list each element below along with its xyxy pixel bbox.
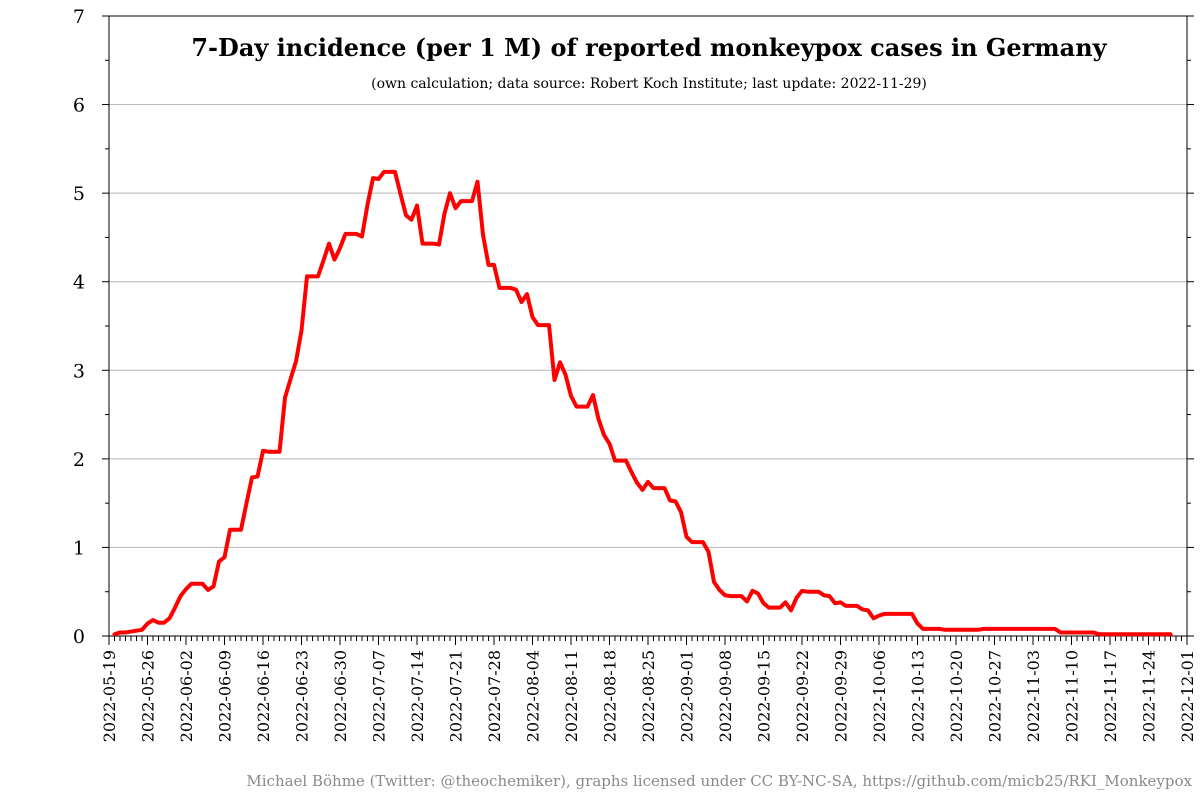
gridlines [109, 104, 1187, 548]
x-tick-label: 2022-09-01 [678, 650, 697, 742]
x-tick-label: 2022-08-11 [562, 650, 581, 742]
y-tick-label: 7 [73, 6, 85, 28]
y-tick-label: 1 [73, 537, 85, 559]
x-tick-label: 2022-08-04 [524, 650, 543, 742]
x-tick-label: 2022-05-26 [139, 650, 158, 742]
x-tick-label: 2022-12-01 [1178, 650, 1197, 742]
x-tick-label: 2022-11-17 [1101, 650, 1120, 742]
x-tick-label: 2022-07-28 [485, 650, 504, 742]
plot-frame [108, 15, 1188, 637]
y-tick-label: 5 [73, 183, 85, 205]
y-tick-label: 4 [73, 272, 85, 294]
x-tick-label: 2022-07-07 [370, 650, 389, 742]
x-tick-label: 2022-07-21 [447, 650, 466, 742]
x-tick-label: 2022-07-14 [408, 650, 427, 742]
x-tick-label: 2022-11-24 [1140, 650, 1159, 742]
series-layer [112, 169, 1173, 637]
x-tick-label: 2022-10-20 [947, 650, 966, 742]
x-tick-label: 2022-06-30 [331, 650, 350, 742]
chart-credit: Michael Böhme (Twitter: @theochemiker), … [246, 772, 1192, 790]
x-tick-label: 2022-11-10 [1063, 650, 1082, 742]
x-tick-label: 2022-09-22 [793, 650, 812, 742]
y-tick-label: 0 [73, 626, 85, 648]
x-tick-label: 2022-09-29 [832, 650, 851, 742]
x-tick-label: 2022-08-25 [639, 650, 658, 742]
x-tick-label: 2022-09-08 [716, 650, 735, 742]
x-tick-label: 2022-06-23 [293, 650, 312, 742]
x-tick-label: 2022-05-19 [100, 650, 119, 742]
axes: 0 1 2 3 4 5 6 7 2022-05-19 2022-05-26 2022-06-02 20… [73, 6, 1197, 742]
x-tick-label: 2022-06-16 [254, 650, 273, 742]
incidence-series-line [112, 169, 1173, 637]
x-tick-label: 2022-08-18 [601, 650, 620, 742]
x-tick-label: 2022-11-03 [1024, 650, 1043, 742]
y-tick-label: 6 [73, 95, 85, 117]
x-tick-label: 2022-09-15 [755, 650, 774, 742]
x-tick-label: 2022-06-02 [177, 650, 196, 742]
x-tick-label: 2022-10-13 [909, 650, 928, 742]
y-tick-label: 3 [73, 360, 85, 382]
y-tick-label: 2 [73, 449, 85, 471]
chart-subtitle: (own calculation; data source: Robert Ko… [371, 76, 927, 92]
chart-title: 7-Day incidence (per 1 M) of reported mo… [191, 33, 1107, 62]
x-tick-label: 2022-06-09 [216, 650, 235, 742]
x-tick-label: 2022-10-06 [870, 650, 889, 742]
x-tick-label: 2022-10-27 [986, 650, 1005, 742]
